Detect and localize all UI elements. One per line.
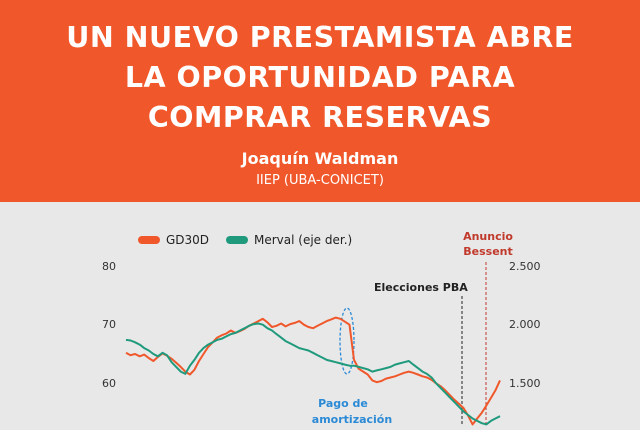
series-layer bbox=[125, 316, 501, 426]
annotation-bessent: Anuncio Bessent bbox=[463, 230, 513, 426]
series-merval-line bbox=[125, 322, 501, 426]
series-gd30d-line bbox=[125, 316, 501, 426]
legend: GD30D Merval (eje der.) bbox=[138, 233, 352, 247]
y2-tick-2000: 2.000 bbox=[509, 318, 541, 331]
y-tick-80: 80 bbox=[102, 260, 116, 273]
author-name: Joaquín Waldman bbox=[241, 149, 399, 168]
annotation-elecciones: Elecciones PBA bbox=[374, 281, 468, 426]
author-affiliation: IIEP (UBA-CONICET) bbox=[256, 173, 384, 188]
y-tick-70: 70 bbox=[102, 318, 116, 331]
y2-tick-1500: 1.500 bbox=[509, 377, 541, 390]
annotation-pago: Pago de amortización bbox=[312, 307, 392, 426]
headline: UN NUEVO PRESTAMISTA ABRE LA OPORTUNIDAD… bbox=[0, 18, 640, 138]
legend-label-gd30d: GD30D bbox=[166, 233, 209, 247]
header-banner: UN NUEVO PRESTAMISTA ABRE LA OPORTUNIDAD… bbox=[0, 0, 640, 202]
legend-swatch-merval bbox=[226, 236, 248, 244]
annotation-bessent-line-1: Anuncio bbox=[463, 230, 513, 243]
annotation-bessent-line-2: Bessent bbox=[463, 245, 513, 258]
legend-label-merval: Merval (eje der.) bbox=[254, 233, 352, 247]
annotation-pago-line-1: Pago de bbox=[318, 397, 368, 410]
annotation-pago-line-2: amortización bbox=[312, 413, 392, 426]
annotation-elecciones-label: Elecciones PBA bbox=[374, 281, 468, 294]
chart-panel: GD30D Merval (eje der.) 80 70 60 2.500 2… bbox=[0, 202, 640, 426]
legend-swatch-gd30d bbox=[138, 236, 160, 244]
y2-tick-2500: 2.500 bbox=[509, 260, 541, 273]
y-tick-60: 60 bbox=[102, 377, 116, 390]
headline-line-3: COMPRAR RESERVAS bbox=[147, 101, 493, 134]
headline-line-2: LA OPORTUNIDAD PARA bbox=[124, 61, 516, 94]
headline-line-1: UN NUEVO PRESTAMISTA ABRE bbox=[66, 21, 574, 54]
annotation-pago-ellipse bbox=[339, 307, 355, 375]
line-chart: GD30D Merval (eje der.) 80 70 60 2.500 2… bbox=[102, 230, 541, 426]
